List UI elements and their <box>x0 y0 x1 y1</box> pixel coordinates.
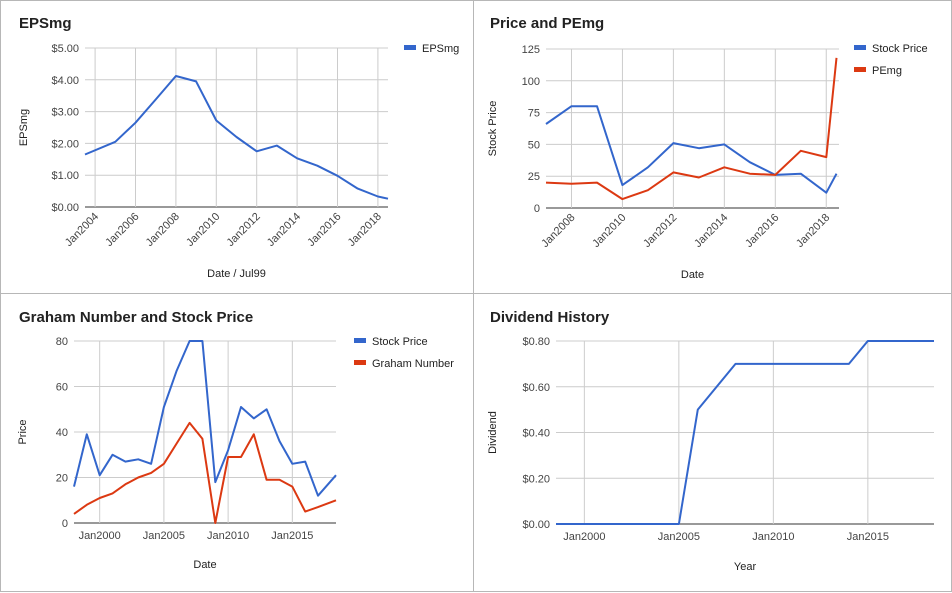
chart-panel-price-pemg: Price and PEmg 0 25 50 75 100 125 Jan2008 Jan201… <box>473 0 952 294</box>
y-axis-label: Price <box>17 419 29 444</box>
x-axis-label: Date <box>681 269 704 281</box>
x-tick-label: Jan2000 <box>79 530 121 542</box>
x-tick-label: Jan2016 <box>743 212 781 250</box>
x-tick-label: Jan2010 <box>184 211 222 249</box>
x-tick-label: Jan2012 <box>224 211 262 249</box>
x-tick-label: Jan2005 <box>143 530 185 542</box>
x-tick-label: Jan2010 <box>590 212 628 250</box>
chart-svg-graham: Graham Number and Stock Price 0 20 40 60 80 Ja… <box>17 309 454 571</box>
legend-label: Stock Price <box>372 336 428 348</box>
y-tick-label: 80 <box>56 336 68 348</box>
chart-title: EPSmg <box>19 15 72 32</box>
x-tick-label: Jan2005 <box>658 531 700 543</box>
chart-panel-graham: Graham Number and Stock Price 0 20 40 60 80 Ja… <box>0 293 474 592</box>
y-tick-label: $2.00 <box>51 138 79 150</box>
x-tick-label: Jan2008 <box>539 212 577 250</box>
chart-title: Dividend History <box>490 309 610 326</box>
y-tick-label: 0 <box>534 203 540 215</box>
x-tick-label: Jan2012 <box>641 212 679 250</box>
x-tick-label: Jan2010 <box>752 531 794 543</box>
y-axis-label: EPSmg <box>18 109 30 146</box>
x-tick-label: Jan2008 <box>144 211 182 249</box>
x-tick-label: Jan2016 <box>305 211 343 249</box>
chart-svg-price-pemg: Price and PEmg 0 25 50 75 100 125 Jan2008 Jan201… <box>487 15 928 281</box>
series-line-graham-number <box>73 421 337 524</box>
legend-swatch <box>354 360 366 365</box>
y-tick-label: 25 <box>528 171 540 183</box>
series-line-dividend <box>556 340 934 525</box>
chart-panel-dividend: Dividend History $0.00 $0.20 $0.40 $0.60 $0.8… <box>473 293 952 592</box>
x-tick-label: Jan2015 <box>271 530 313 542</box>
chart-title: Graham Number and Stock Price <box>19 309 253 326</box>
y-tick-label: $0.40 <box>522 428 550 440</box>
legend-swatch <box>404 45 416 50</box>
x-tick-label: Jan2010 <box>207 530 249 542</box>
chart-svg-epsmg: EPSmg $0.00 $1.00 $2.00 $3.00 $4.00 $5.00 Jan20… <box>18 15 459 280</box>
x-tick-label: Jan2006 <box>103 211 141 249</box>
y-tick-label: $0.00 <box>51 202 79 214</box>
chart-title: Price and PEmg <box>490 15 604 32</box>
chart-svg-dividend: Dividend History $0.00 $0.20 $0.40 $0.60 $0.8… <box>487 309 934 573</box>
x-tick-label: Jan2018 <box>794 212 832 250</box>
x-tick-label: Jan2018 <box>346 211 384 249</box>
legend-label: EPSmg <box>422 43 459 55</box>
series-line-stock-price <box>545 105 838 194</box>
x-tick-label: Jan2015 <box>847 531 889 543</box>
legend-label: PEmg <box>872 65 902 77</box>
y-tick-label: $1.00 <box>51 170 79 182</box>
y-tick-label: 75 <box>528 108 540 120</box>
series-line-pemg <box>545 57 838 201</box>
y-tick-label: $4.00 <box>51 75 79 87</box>
y-tick-label: $3.00 <box>51 107 79 119</box>
legend-swatch <box>854 45 866 50</box>
y-tick-label: $0.00 <box>522 519 550 531</box>
y-tick-label: 0 <box>62 518 68 530</box>
y-tick-label: 100 <box>522 76 540 88</box>
legend-label: Stock Price <box>872 43 928 55</box>
y-tick-label: $5.00 <box>51 43 79 55</box>
y-tick-label: 40 <box>56 427 68 439</box>
x-axis-label: Date / Jul99 <box>207 268 266 280</box>
series-line-epsmg <box>84 75 389 200</box>
x-tick-label: Jan2004 <box>63 211 101 249</box>
y-tick-label: 60 <box>56 382 68 394</box>
x-tick-label: Jan2000 <box>563 531 605 543</box>
legend-label: Graham Number <box>372 358 454 370</box>
x-tick-label: Jan2014 <box>692 212 730 250</box>
y-tick-label: $0.60 <box>522 382 550 394</box>
legend-swatch <box>854 67 866 72</box>
y-tick-label: 20 <box>56 473 68 485</box>
y-axis-label: Stock Price <box>487 101 499 157</box>
series-line-stock-price <box>73 340 337 497</box>
y-tick-label: 50 <box>528 139 540 151</box>
x-tick-label: Jan2014 <box>265 211 303 249</box>
y-tick-label: $0.80 <box>522 336 550 348</box>
y-tick-label: 125 <box>522 44 540 56</box>
x-axis-label: Year <box>734 561 757 573</box>
y-axis-label: Dividend <box>487 411 499 454</box>
y-tick-label: $0.20 <box>522 473 550 485</box>
chart-panel-epsmg: EPSmg $0.00 $1.00 $2.00 $3.00 $4.00 $5.00 Jan20… <box>0 0 474 294</box>
legend-swatch <box>354 338 366 343</box>
x-axis-label: Date <box>193 559 216 571</box>
